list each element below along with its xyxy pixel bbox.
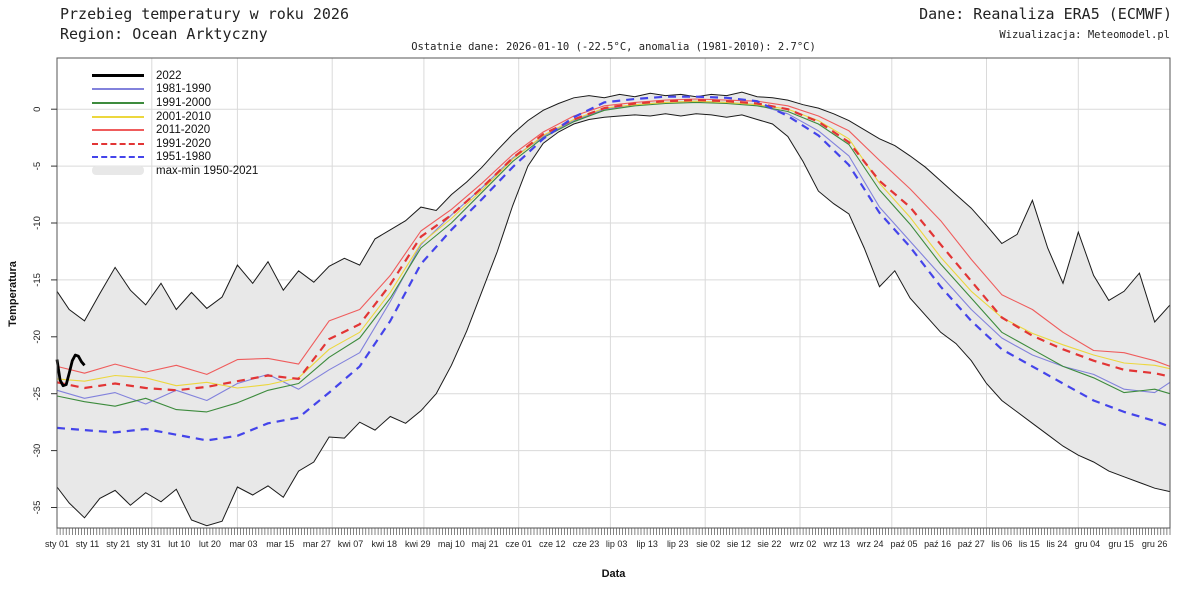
x-tick-label: cze 23: [573, 539, 600, 549]
legend-item: max-min 1950-2021: [92, 164, 258, 178]
x-tick-label: sty 21: [106, 539, 130, 549]
legend-line-swatch: [92, 115, 144, 118]
x-tick-label: mar 03: [229, 539, 257, 549]
plot-border: [56, 57, 1171, 529]
band-min-edge: [56, 113, 1171, 527]
y-tick-label: -35: [32, 501, 43, 515]
x-tick-label: sty 11: [76, 539, 99, 549]
x-tick-label: lut 20: [199, 539, 221, 549]
legend-item: 1951-1980: [92, 151, 258, 165]
x-tick-label: paź 16: [924, 539, 951, 549]
x-tick-label: kwi 29: [405, 539, 431, 549]
x-tick-label: lis 24: [1046, 539, 1067, 549]
legend-band-swatch: [92, 166, 144, 176]
legend-line-swatch: [92, 101, 144, 104]
legend-line-swatch: [92, 142, 144, 145]
x-tick-label: paź 05: [890, 539, 917, 549]
y-tick-label: -25: [32, 387, 43, 401]
legend-item: 2001-2010: [92, 110, 258, 124]
x-tick-label: sty 01: [45, 539, 69, 549]
x-tick-label: sie 22: [757, 539, 781, 549]
legend-label: 2011-2020: [156, 124, 211, 137]
legend-label: 1981-1990: [156, 83, 211, 96]
legend: 2022 1981-1990 1991-2000 2001-2010 2011-2020…: [92, 69, 258, 178]
legend-item: 2011-2020: [92, 123, 258, 137]
x-tick-label: gru 15: [1108, 539, 1134, 549]
series-lines: [55, 95, 1171, 442]
series-2011-2020: [56, 98, 1171, 375]
x-tick-label: wrz 02: [789, 539, 817, 549]
series-1991-2000: [56, 101, 1171, 413]
x-axis-daily-ticks: [56, 528, 1171, 535]
legend-label: 1951-1980: [156, 151, 211, 164]
data-source-label: Dane: Reanaliza ERA5 (ECMWF): [919, 5, 1172, 23]
x-tick-label: kwi 18: [371, 539, 397, 549]
legend-label: 2022: [156, 69, 182, 82]
last-data-annotation: Ostatnie dane: 2026-01-10 (-22.5°C, anom…: [411, 41, 816, 53]
y-tick-label: -15: [32, 273, 43, 287]
legend-item: 1991-2020: [92, 137, 258, 151]
page-title: Przebieg temperatury w roku 2026: [60, 5, 349, 23]
legend-label: 1991-2000: [156, 96, 211, 109]
legend-item: 2022: [92, 69, 258, 83]
legend-line-swatch: [92, 88, 144, 91]
series-1951-1980: [56, 95, 1171, 442]
x-tick-label: maj 10: [438, 539, 465, 549]
band-area: [57, 92, 1170, 526]
x-tick-label: lis 06: [991, 539, 1012, 549]
x-tick-label: sie 02: [696, 539, 720, 549]
legend-label: 2001-2010: [156, 110, 211, 123]
x-tick-label: lip 03: [606, 539, 628, 549]
x-tick-label: kwi 07: [338, 539, 364, 549]
x-tick-label: wrz 13: [822, 539, 850, 549]
x-tick-label: lut 10: [168, 539, 190, 549]
legend-label: 1991-2020: [156, 137, 211, 150]
x-tick-label: maj 21: [472, 539, 499, 549]
legend-line-swatch: [92, 129, 144, 132]
x-tick-label: wrz 24: [856, 539, 884, 549]
x-tick-label: cze 01: [505, 539, 532, 549]
x-tick-label: mar 27: [303, 539, 331, 549]
legend-label: max-min 1950-2021: [156, 164, 259, 177]
y-axis-title: Temperatura: [7, 261, 19, 327]
x-axis-title: Data: [601, 568, 626, 580]
y-tick-label: -5: [32, 162, 43, 170]
legend-item: 1991-2000: [92, 96, 258, 110]
x-tick-label: paź 27: [958, 539, 985, 549]
y-tick-label: -20: [32, 330, 43, 344]
x-axis-tick-labels: sty 01 sty 11 sty 21 sty 31 lut 10 lut 20 mar …: [45, 539, 1167, 549]
legend-line-swatch: [92, 156, 144, 159]
x-tick-label: mar 15: [266, 539, 294, 549]
x-tick-label: lip 23: [667, 539, 689, 549]
y-tick-label: -10: [32, 216, 43, 230]
series-1991-2020: [56, 98, 1171, 392]
y-axis-ticks: 0 -5 -10 -15 -20 -25 -30 -35: [32, 107, 57, 515]
band-max-edge: [56, 91, 1171, 323]
region-subtitle: Region: Ocean Arktyczny: [60, 25, 268, 43]
legend-item: 1981-1990: [92, 83, 258, 97]
y-tick-label: 0: [32, 107, 43, 112]
band-max-min-1950-2021: [56, 91, 1171, 527]
x-tick-label: gru 04: [1075, 539, 1101, 549]
x-tick-label: lis 15: [1019, 539, 1040, 549]
y-tick-label: -30: [32, 444, 43, 458]
x-tick-label: cze 12: [539, 539, 566, 549]
x-tick-label: lip 13: [636, 539, 658, 549]
x-tick-label: sie 12: [727, 539, 751, 549]
x-tick-label: gru 26: [1142, 539, 1168, 549]
series-2022: [55, 353, 86, 388]
visualization-credit: Wizualizacja: Meteomodel.pl: [999, 29, 1170, 41]
legend-line-swatch: [92, 74, 144, 78]
x-tick-label: sty 31: [137, 539, 161, 549]
